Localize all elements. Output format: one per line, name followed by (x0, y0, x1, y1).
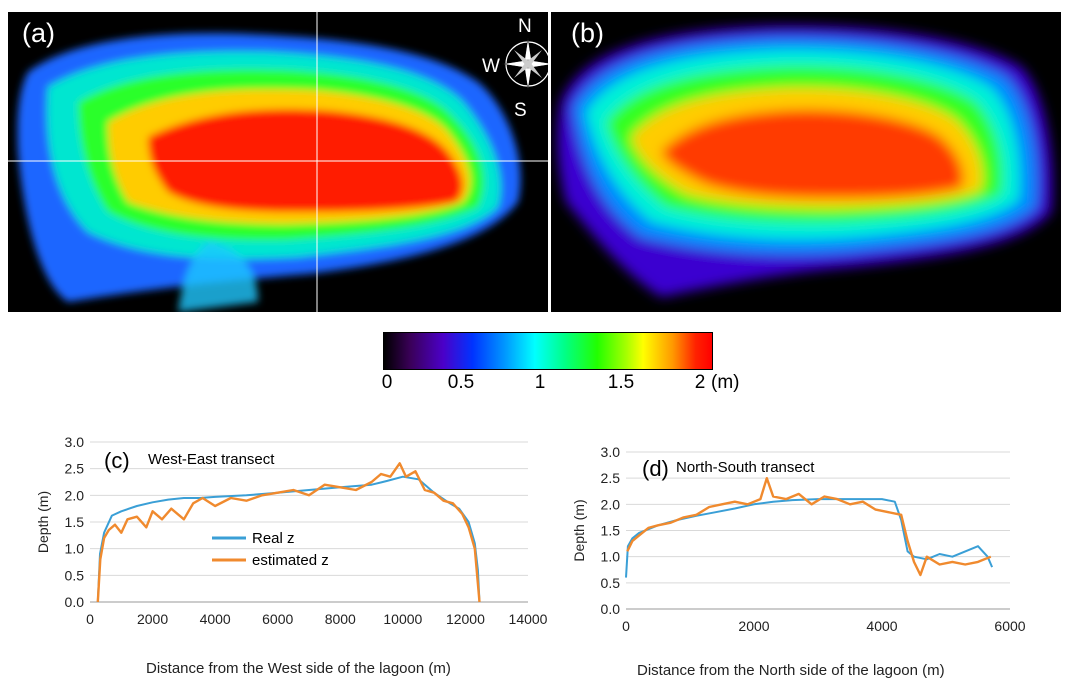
chart-title: North-South transect (676, 459, 815, 476)
x-tick-label: 4000 (866, 618, 897, 634)
series-line-real-z (625, 498, 994, 578)
legend-label: estimated z (252, 552, 329, 569)
x-tick-label: 10000 (383, 611, 422, 627)
x-tick-label: 2000 (137, 611, 168, 627)
y-tick-label: 0.0 (65, 594, 85, 610)
depth-map-b: (b) (551, 12, 1061, 312)
colorbar-tick-0: 0 (381, 372, 393, 393)
y-tick-label: 1.0 (65, 541, 85, 557)
y-tick-label: 1.5 (65, 514, 85, 530)
colorbar-tick-1: 0.5 (447, 372, 475, 393)
legend-label: Real z (252, 530, 295, 547)
y-tick-label: 0.5 (65, 567, 85, 583)
colorbar-tick-3: 1.5 (607, 372, 635, 393)
y-tick-label: 0.5 (601, 575, 621, 591)
depth-map-b-image (557, 25, 1053, 297)
compass-w-label: W (482, 56, 500, 77)
y-tick-label: 3.0 (65, 434, 85, 450)
chart-c-xlabel: Distance from the West side of the lagoo… (146, 660, 451, 677)
x-tick-label: 14000 (509, 611, 548, 627)
x-tick-label: 2000 (738, 618, 769, 634)
x-tick-label: 6000 (262, 611, 293, 627)
y-tick-label: 2.0 (601, 496, 621, 512)
colorbar-tick-4: 2 (694, 372, 706, 393)
y-tick-label: 2.5 (601, 470, 621, 486)
panel-label: (d) (642, 456, 669, 481)
y-tick-label: 0.0 (601, 601, 621, 617)
compass-rose-icon (501, 37, 548, 91)
x-tick-label: 0 (622, 618, 630, 634)
depth-colorbar (383, 332, 713, 370)
y-tick-label: 1.5 (601, 523, 621, 539)
y-axis-label: Depth (m) (571, 499, 587, 561)
depth-map-a-image: N W S (8, 12, 548, 312)
panel-label: (c) (104, 448, 130, 473)
y-tick-label: 2.0 (65, 487, 85, 503)
chart-d-xlabel: Distance from the North side of the lago… (637, 662, 945, 679)
colorbar-tick-2: 1 (534, 372, 546, 393)
compass-s-label: S (514, 100, 527, 121)
series-line-estimated-z (626, 477, 992, 577)
x-tick-label: 0 (86, 611, 94, 627)
depth-map-a: N W S (a) (8, 12, 548, 312)
panel-a-label: (a) (22, 18, 55, 48)
x-tick-label: 12000 (446, 611, 485, 627)
chart-title: West-East transect (148, 451, 275, 468)
north-south-transect-chart: 0.0 0.5 1.0 1.5 2.0 2.5 3.0 0 2000 4000 6000 Depth … (571, 444, 1026, 634)
colorbar-unit: (m) (711, 372, 740, 393)
x-tick-label: 6000 (994, 618, 1025, 634)
y-tick-label: 1.0 (601, 549, 621, 565)
y-tick-label: 2.5 (65, 461, 85, 477)
x-tick-label: 8000 (325, 611, 356, 627)
series-line-estimated-z (96, 462, 481, 603)
y-tick-label: 3.0 (601, 444, 621, 460)
compass-n-label: N (518, 16, 532, 37)
x-tick-label: 4000 (200, 611, 231, 627)
y-axis-label: Depth (m) (35, 491, 51, 553)
panel-b-label: (b) (571, 18, 604, 48)
west-east-transect-chart: 0.0 0.5 1.0 1.5 2.0 2.5 3.0 0 2000 4000 6000 8000 10… (35, 434, 548, 627)
